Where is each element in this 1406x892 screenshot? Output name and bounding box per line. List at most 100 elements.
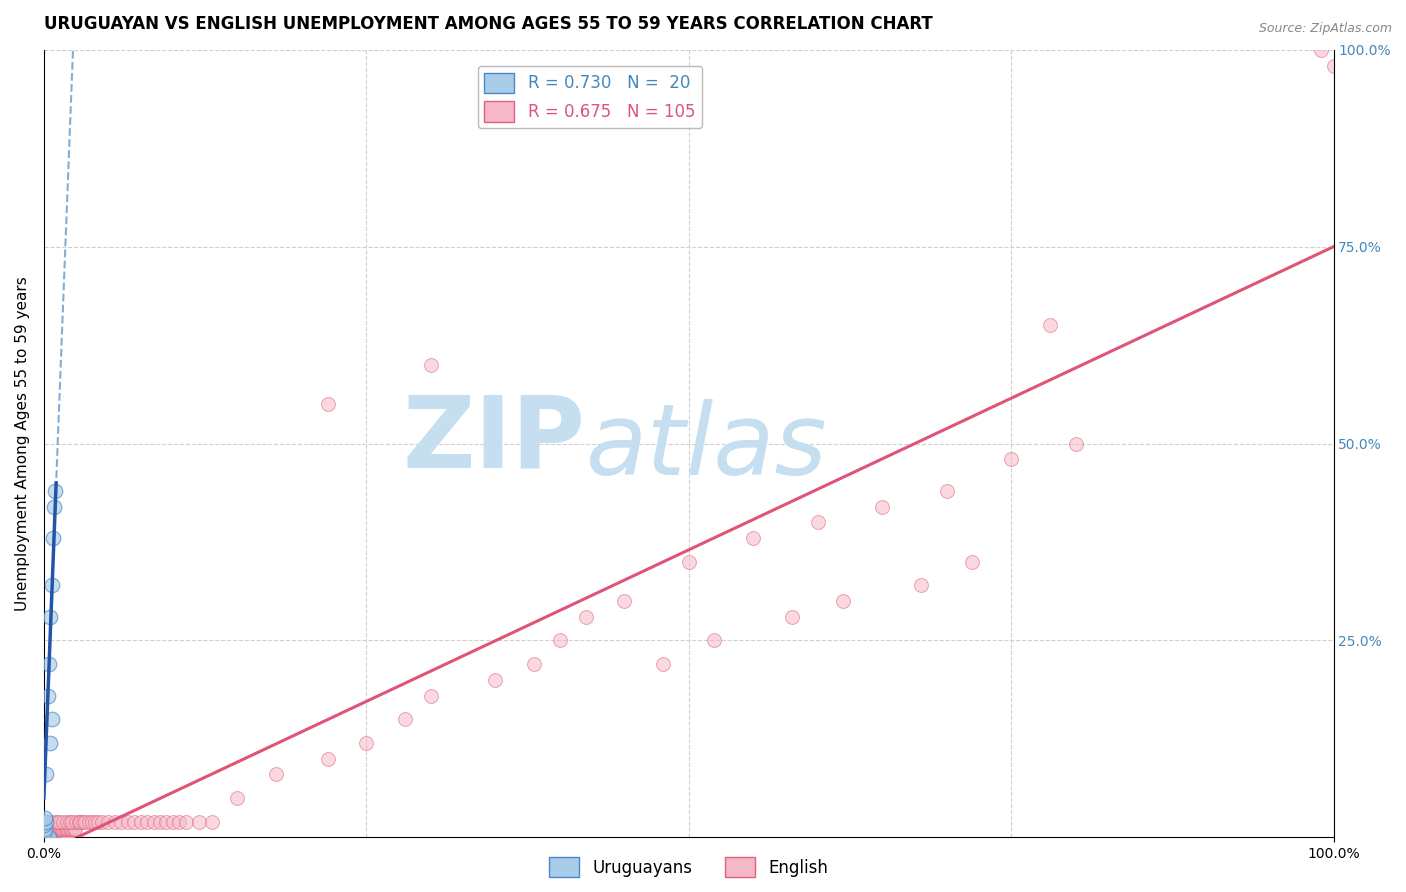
Text: ZIP: ZIP <box>402 391 585 488</box>
Point <box>162 814 184 829</box>
Point <box>678 555 700 569</box>
Point <box>37 822 59 837</box>
Legend: Uruguayans, English: Uruguayans, English <box>543 850 835 884</box>
Point <box>962 555 984 569</box>
Point <box>1322 59 1344 73</box>
Point <box>39 822 62 837</box>
Point <box>613 594 636 608</box>
Point <box>42 822 65 837</box>
Point <box>32 822 55 837</box>
Point <box>1309 43 1331 57</box>
Point <box>60 822 83 837</box>
Point <box>780 609 803 624</box>
Point <box>149 814 172 829</box>
Point <box>53 822 76 837</box>
Point <box>548 633 571 648</box>
Point <box>129 814 152 829</box>
Point <box>35 822 58 837</box>
Point <box>44 483 66 498</box>
Point <box>49 830 72 845</box>
Point <box>55 830 77 845</box>
Point <box>49 822 72 837</box>
Point <box>38 830 60 845</box>
Point <box>32 818 55 832</box>
Point <box>264 767 287 781</box>
Point <box>52 822 75 837</box>
Point <box>32 830 55 845</box>
Point <box>651 657 673 671</box>
Point <box>44 822 66 837</box>
Point <box>155 814 177 829</box>
Point <box>35 830 58 845</box>
Point <box>356 736 378 750</box>
Point <box>484 673 506 687</box>
Point <box>39 736 62 750</box>
Point <box>58 830 80 845</box>
Point <box>59 822 82 837</box>
Point <box>807 516 830 530</box>
Point <box>39 830 62 845</box>
Point <box>41 830 63 845</box>
Point <box>46 830 69 845</box>
Point <box>72 814 94 829</box>
Point <box>32 826 55 840</box>
Point <box>39 609 62 624</box>
Text: Source: ZipAtlas.com: Source: ZipAtlas.com <box>1258 22 1392 36</box>
Point <box>56 830 79 845</box>
Point <box>48 822 70 837</box>
Point <box>44 822 66 837</box>
Point <box>56 814 79 829</box>
Point <box>53 830 76 845</box>
Point <box>41 578 63 592</box>
Point <box>34 822 56 837</box>
Point <box>37 689 59 703</box>
Point <box>104 814 127 829</box>
Point <box>34 830 56 845</box>
Point <box>316 397 339 411</box>
Point <box>60 814 83 829</box>
Point <box>41 712 63 726</box>
Point <box>56 822 79 837</box>
Point <box>1064 436 1087 450</box>
Point <box>87 814 110 829</box>
Point <box>703 633 725 648</box>
Point <box>46 822 69 837</box>
Point <box>1000 452 1022 467</box>
Point <box>32 830 55 845</box>
Point <box>122 814 145 829</box>
Point <box>910 578 932 592</box>
Point <box>34 830 56 845</box>
Point <box>394 712 416 726</box>
Point <box>48 814 70 829</box>
Point <box>45 830 67 845</box>
Point <box>316 751 339 765</box>
Point <box>142 814 165 829</box>
Point <box>75 814 97 829</box>
Text: URUGUAYAN VS ENGLISH UNEMPLOYMENT AMONG AGES 55 TO 59 YEARS CORRELATION CHART: URUGUAYAN VS ENGLISH UNEMPLOYMENT AMONG … <box>44 15 932 33</box>
Point <box>38 657 60 671</box>
Point <box>97 814 120 829</box>
Point <box>136 814 159 829</box>
Point <box>39 814 62 829</box>
Point <box>574 609 596 624</box>
Point <box>41 822 63 837</box>
Point <box>37 830 59 845</box>
Point <box>35 814 58 829</box>
Point <box>52 830 75 845</box>
Point <box>55 822 77 837</box>
Point <box>523 657 546 671</box>
Point <box>52 814 75 829</box>
Point <box>32 814 55 829</box>
Point <box>44 814 66 829</box>
Point <box>59 822 82 837</box>
Point <box>45 814 67 829</box>
Point <box>38 830 60 845</box>
Point <box>63 822 86 837</box>
Point <box>117 814 139 829</box>
Point <box>200 814 222 829</box>
Point <box>80 814 103 829</box>
Point <box>90 814 112 829</box>
Point <box>51 830 73 845</box>
Point <box>34 822 56 837</box>
Point <box>35 767 58 781</box>
